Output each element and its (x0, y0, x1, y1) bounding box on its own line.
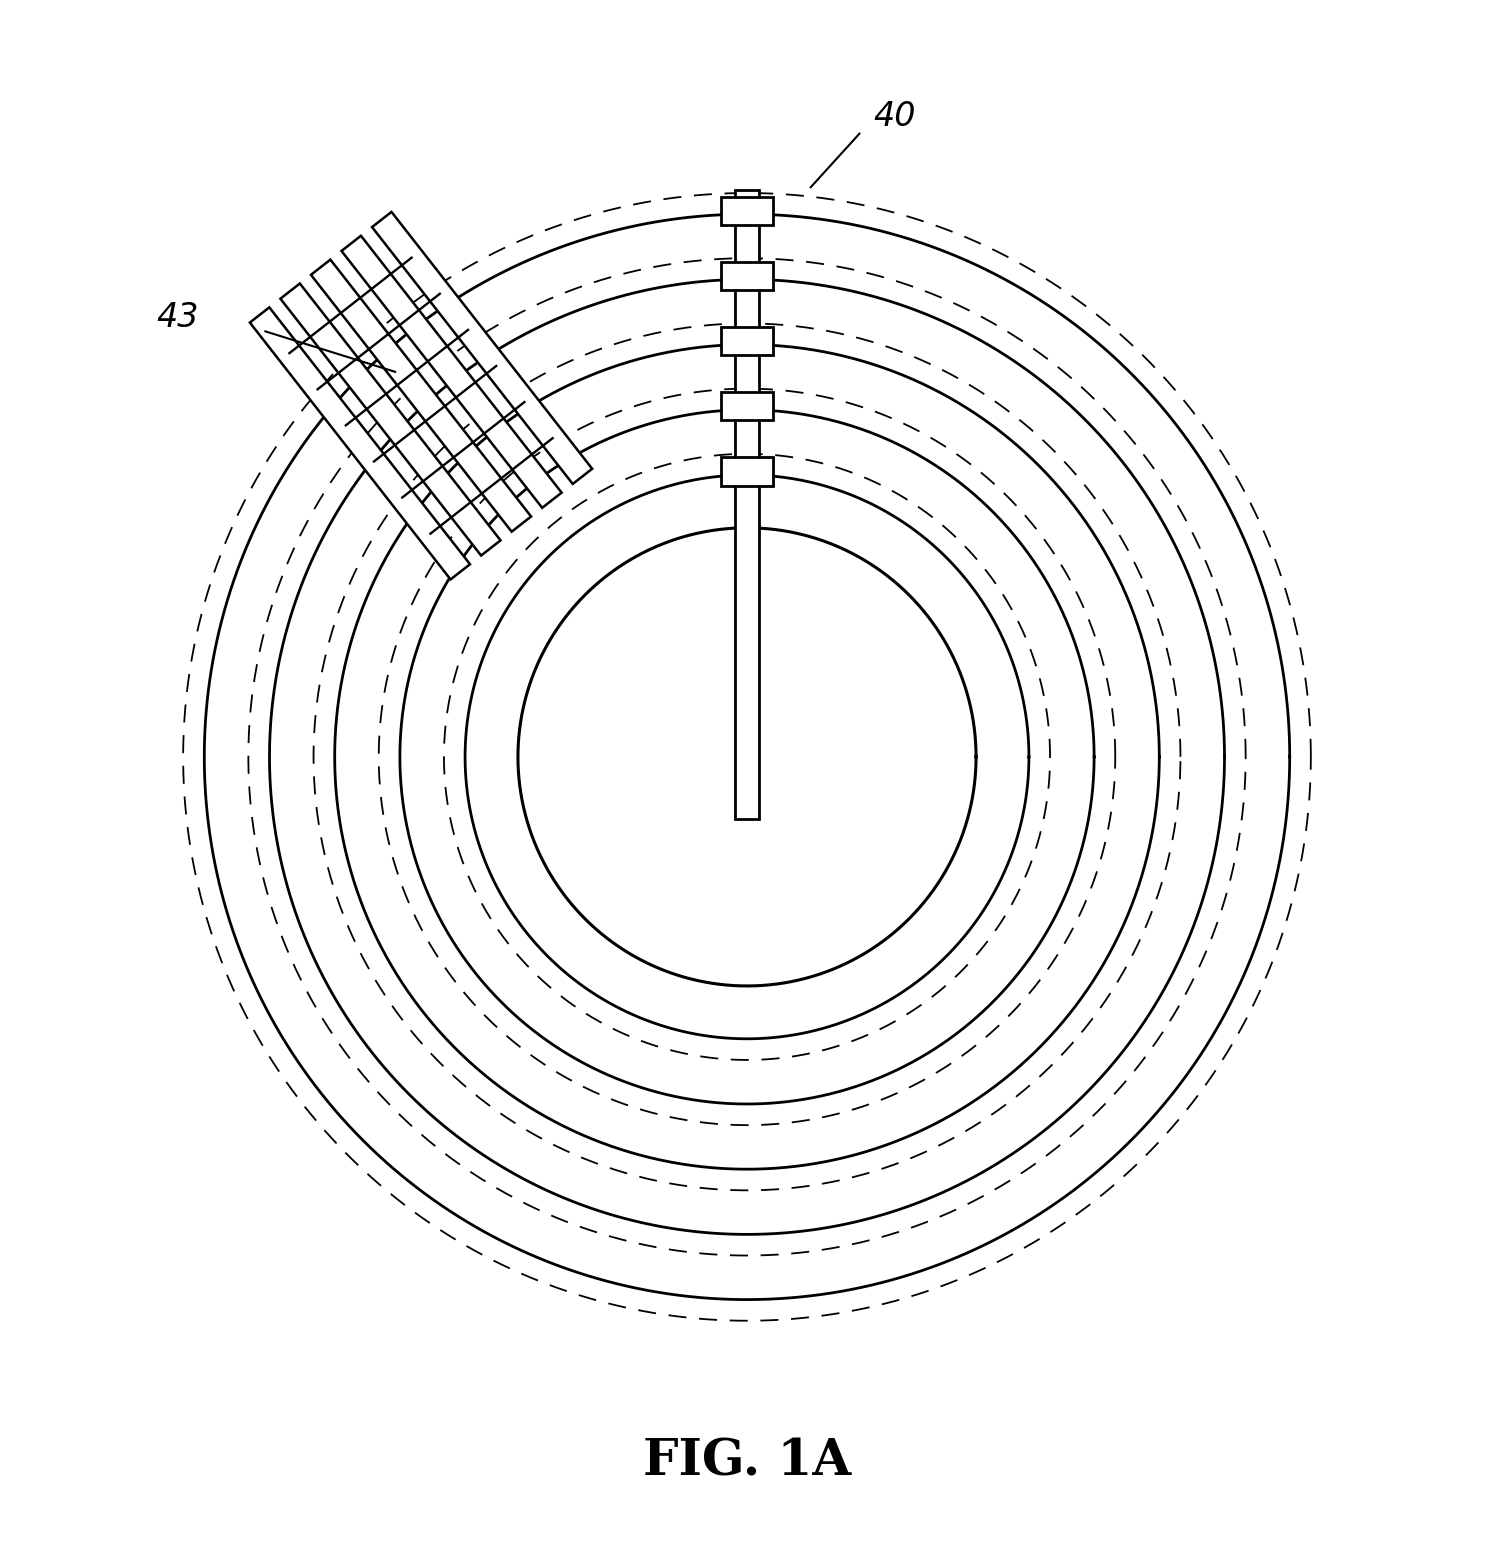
Text: 40: 40 (874, 101, 916, 133)
FancyBboxPatch shape (720, 327, 774, 355)
Text: FIG. 1A: FIG. 1A (642, 1437, 852, 1485)
Text: 43: 43 (157, 301, 199, 335)
Polygon shape (249, 307, 471, 579)
FancyBboxPatch shape (735, 189, 759, 818)
Polygon shape (311, 260, 530, 531)
FancyBboxPatch shape (720, 197, 774, 225)
FancyBboxPatch shape (720, 392, 774, 420)
FancyBboxPatch shape (720, 262, 774, 290)
Polygon shape (281, 283, 500, 556)
Polygon shape (342, 235, 562, 508)
Polygon shape (372, 212, 592, 483)
FancyBboxPatch shape (720, 457, 774, 485)
